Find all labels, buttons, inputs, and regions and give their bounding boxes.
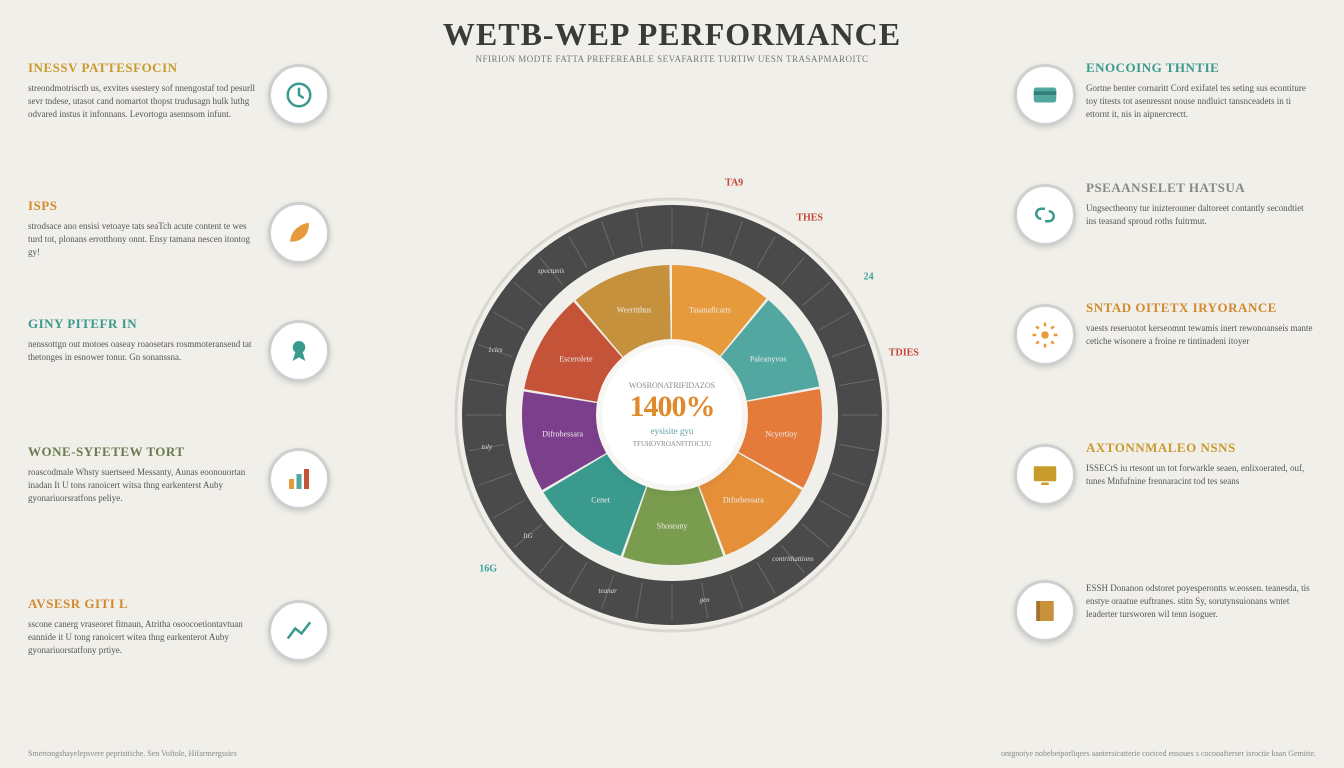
block-body: roascodmale Whsty suertseed Messanty, Au… <box>28 466 258 505</box>
wheel-accent: TDIES <box>889 347 919 358</box>
ring-small-label: teanar <box>568 587 648 595</box>
ring-small-label: spoctanis <box>511 267 591 275</box>
block-body: nenssottgn out motoes oaseay roaosetars … <box>28 338 258 364</box>
wheel-segment-label: Cenet <box>566 495 636 504</box>
left-column: INESSV PATTESFOCIN streondmotrisctb us, … <box>28 0 258 768</box>
ring-small-label: contrithattions <box>753 555 833 563</box>
block-heading: ENOCOING THNTIE <box>1086 60 1316 76</box>
info-block: AVSESR GITI L sscone canerg vraseoret fi… <box>28 596 258 657</box>
info-badge <box>1014 580 1076 642</box>
block-body: streondmotrisctb us, exvites ssestery so… <box>28 82 258 121</box>
hub-big-value: 1400% <box>630 390 715 424</box>
wheel-segment-label: Ncyertioy <box>746 429 816 438</box>
wheel-segment-label: Escerolete <box>541 355 611 364</box>
info-badge <box>1014 64 1076 126</box>
info-block: PSEAANSELET HATSUA Ungsectheony tur iniz… <box>1086 180 1316 228</box>
ring-small-label: ItG <box>488 532 568 540</box>
wheel-segment-label: Weertithus <box>599 306 669 315</box>
info-block: WONE-SYFETEW TORT roascodmale Whsty suer… <box>28 444 258 505</box>
footer: Smertongshayelepsvere pepristtiche. Sen … <box>28 749 1316 758</box>
block-heading: PSEAANSELET HATSUA <box>1086 180 1316 196</box>
footer-right: ontgnotye nobebetporliqees aantersicatte… <box>1001 749 1316 758</box>
block-heading: WONE-SYFETEW TORT <box>28 444 258 460</box>
wheel-segment-label: Diforbessara <box>708 495 778 504</box>
block-body: Gortne benter cornaritt Cord exifatel te… <box>1086 82 1316 121</box>
ring-small-label: 1cles <box>455 346 535 354</box>
center-hub: Wosronatrifidazos 1400% eysisite gyu Tfu… <box>602 345 742 485</box>
info-badge <box>1014 184 1076 246</box>
info-badge <box>268 202 330 264</box>
wheel-segment-label: Paleanyvos <box>733 355 803 364</box>
info-badge <box>268 600 330 662</box>
info-block: ISPS strodsace ano ensisi vetoaye tats s… <box>28 198 258 259</box>
info-block: AXTONNMALEO NSNS ISSECtS iu rtesont un t… <box>1086 440 1316 488</box>
block-body: ISSECtS iu rtesont un tot forwarkle seae… <box>1086 462 1316 488</box>
wheel-segment-label: Shoseany <box>637 521 707 530</box>
info-badge <box>268 64 330 126</box>
block-heading: INESSV PATTESFOCIN <box>28 60 258 76</box>
block-body: sscone canerg vraseoret fitnaun, Atritha… <box>28 618 258 657</box>
block-heading: ISPS <box>28 198 258 214</box>
block-body: vaests reseruotot kerseomnt tewamis iner… <box>1086 322 1316 348</box>
wheel-segment-label: Tasanaficarts <box>675 306 745 315</box>
info-block: GINY PITEFR IN nenssottgn out motoes oas… <box>28 316 258 364</box>
block-body: ESSH Donanon odstoret poyesperontts w.eo… <box>1086 582 1316 621</box>
block-heading: SNTAD OITETX IRYORANCE <box>1086 300 1316 316</box>
info-block: ENOCOING THNTIE Gortne benter cornaritt … <box>1086 60 1316 121</box>
right-column: ENOCOING THNTIE Gortne benter cornaritt … <box>1086 0 1316 768</box>
wheel-accent: TA9 <box>725 177 743 188</box>
wheel-accent: THES <box>796 213 823 224</box>
info-block: SNTAD OITETX IRYORANCE vaests reseruotot… <box>1086 300 1316 348</box>
block-body: Ungsectheony tur inizterouner daltoreet … <box>1086 202 1316 228</box>
hub-label-bottom: Tfuhovroanfitocuu <box>633 440 711 448</box>
hub-label-top: Wosronatrifidazos <box>629 381 715 390</box>
info-block: INESSV PATTESFOCIN streondmotrisctb us, … <box>28 60 258 121</box>
info-badge <box>268 320 330 382</box>
ring-small-label: toly <box>447 443 527 451</box>
block-body: strodsace ano ensisi vetoaye tats seaTch… <box>28 220 258 259</box>
block-heading: AXTONNMALEO NSNS <box>1086 440 1316 456</box>
footer-left: Smertongshayelepsvere pepristtiche. Sen … <box>28 749 237 758</box>
wheel-accent: 24 <box>864 272 874 283</box>
block-heading: AVSESR GITI L <box>28 596 258 612</box>
info-badge <box>1014 304 1076 366</box>
info-block: ESSH Donanon odstoret poyesperontts w.eo… <box>1086 576 1316 621</box>
info-badge <box>1014 444 1076 506</box>
info-badge <box>268 448 330 510</box>
wheel-segment-label: Difrobessara <box>528 429 598 438</box>
block-heading: GINY PITEFR IN <box>28 316 258 332</box>
hub-label-mid: eysisite gyu <box>651 426 694 436</box>
ring-small-label: gen <box>665 596 745 604</box>
wheel-accent: 16G <box>479 563 497 574</box>
